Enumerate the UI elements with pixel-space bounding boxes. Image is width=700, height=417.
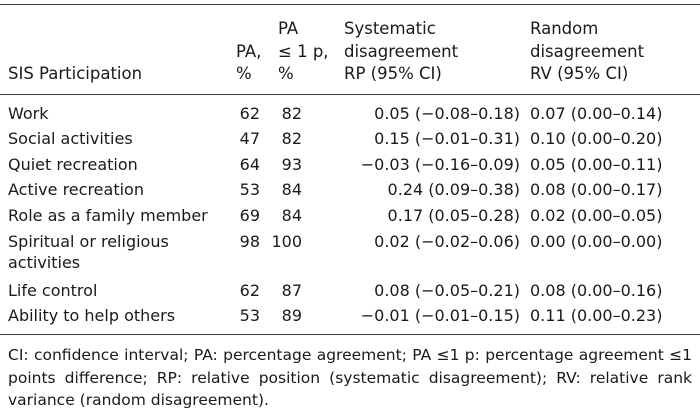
row-label: Spiritual or religious bbox=[8, 232, 169, 251]
row-label: Quiet recreation bbox=[8, 155, 138, 174]
header-systematic-line1: Systematic bbox=[344, 19, 436, 38]
row-label: Work bbox=[8, 104, 49, 123]
header-random-line3: RV (95% CI) bbox=[530, 64, 629, 83]
header-pa-line1: PA, bbox=[236, 42, 262, 61]
row-pa: 47 bbox=[239, 129, 260, 148]
row-rp: 0.05 (−0.08–0.18) bbox=[374, 104, 520, 123]
row-pa1: 100 bbox=[271, 232, 302, 251]
row-pa: 53 bbox=[239, 306, 260, 325]
row-rp: −0.01 (−0.01–0.15) bbox=[360, 306, 520, 325]
row-rp: −0.03 (−0.16–0.09) bbox=[360, 155, 520, 174]
row-rv: 0.00 (0.00–0.00) bbox=[530, 232, 663, 251]
row-pa: 62 bbox=[239, 104, 260, 123]
row-rp: 0.24 (0.09–0.38) bbox=[387, 180, 520, 199]
row-pa1: 82 bbox=[281, 104, 302, 123]
row-rv: 0.05 (0.00–0.11) bbox=[530, 155, 663, 174]
row-pa1: 87 bbox=[281, 281, 302, 300]
header-random-line1: Random bbox=[530, 19, 599, 38]
header-pa1-line1: PA bbox=[278, 19, 299, 38]
header-participation: SIS Participation bbox=[8, 64, 143, 83]
bottom-rule bbox=[0, 334, 700, 335]
row-rv: 0.07 (0.00–0.14) bbox=[530, 104, 663, 123]
row-rv: 0.11 (0.00–0.23) bbox=[530, 306, 663, 325]
header-random-line2: disagreement bbox=[530, 42, 645, 61]
row-label: Active recreation bbox=[8, 180, 144, 199]
header-pa1-line2: ≤ 1 p, bbox=[278, 42, 329, 61]
row-rv: 0.08 (0.00–0.16) bbox=[530, 281, 663, 300]
table-footnote: CI: confidence interval; PA: percentage … bbox=[8, 346, 692, 409]
row-pa: 69 bbox=[239, 206, 260, 225]
row-pa1: 93 bbox=[281, 155, 302, 174]
top-rule bbox=[0, 4, 700, 5]
row-pa1: 89 bbox=[281, 306, 302, 325]
row-label: Life control bbox=[8, 281, 98, 300]
row-rv: 0.10 (0.00–0.20) bbox=[530, 129, 663, 148]
row-pa: 62 bbox=[239, 281, 260, 300]
header-systematic-line3: RP (95% CI) bbox=[344, 64, 442, 83]
row-label: Role as a family member bbox=[8, 206, 208, 225]
row-rv: 0.08 (0.00–0.17) bbox=[530, 180, 663, 199]
header-pa-line2: % bbox=[236, 64, 252, 83]
row-pa1: 82 bbox=[281, 129, 302, 148]
row-pa: 98 bbox=[239, 232, 260, 251]
row-rp: 0.02 (−0.02–0.06) bbox=[374, 232, 520, 251]
row-rp: 0.17 (0.05–0.28) bbox=[387, 206, 520, 225]
row-pa: 64 bbox=[239, 155, 260, 174]
row-label: Ability to help others bbox=[8, 306, 176, 325]
row-pa: 53 bbox=[239, 180, 260, 199]
row-label: Social activities bbox=[8, 129, 133, 148]
row-label-continued: activities bbox=[8, 253, 81, 272]
row-rp: 0.08 (−0.05–0.21) bbox=[374, 281, 520, 300]
row-pa1: 84 bbox=[281, 180, 302, 199]
row-rp: 0.15 (−0.01–0.31) bbox=[374, 129, 520, 148]
row-rv: 0.02 (0.00–0.05) bbox=[530, 206, 663, 225]
header-systematic-line2: disagreement bbox=[344, 42, 459, 61]
header-rule bbox=[0, 94, 700, 95]
row-pa1: 84 bbox=[281, 206, 302, 225]
header-pa1-line3: % bbox=[278, 64, 294, 83]
